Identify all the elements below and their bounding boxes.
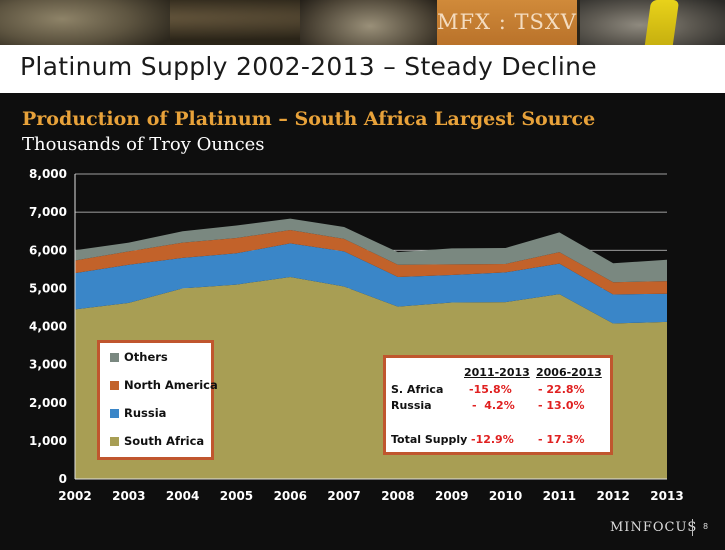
x-tick-label: 2007 — [327, 489, 360, 503]
x-tick-label: 2003 — [112, 489, 145, 503]
x-tick-label: 2004 — [166, 489, 199, 503]
column-header: 2006-2013 — [536, 366, 602, 379]
page-title: Platinum Supply 2002-2013 – Steady Decli… — [20, 52, 597, 81]
x-tick-label: 2006 — [274, 489, 307, 503]
ticker-badge: MFX : TSXV — [437, 0, 577, 45]
x-tick-label: 2009 — [435, 489, 468, 503]
x-tick-label: 2005 — [220, 489, 253, 503]
y-tick-label: 8,000 — [29, 167, 67, 181]
change-summary-table: 2011-2013 2006-2013 S. Africa -15.8% - 2… — [383, 355, 613, 455]
change-value: - 17.3% — [538, 433, 585, 446]
chart-legend: Others North America Russia South Africa — [97, 340, 218, 460]
y-tick-label: 5,000 — [29, 281, 67, 295]
y-tick-label: 1,000 — [29, 434, 67, 448]
footer-divider — [692, 519, 693, 536]
x-tick-label: 2011 — [543, 489, 576, 503]
legend-item-north-america: North America — [110, 378, 218, 392]
column-header: 2011-2013 — [464, 366, 530, 379]
x-tick-label: 2012 — [596, 489, 629, 503]
x-tick-label: 2008 — [381, 489, 414, 503]
y-tick-label: 7,000 — [29, 205, 67, 219]
x-tick-label: 2002 — [58, 489, 91, 503]
y-tick-label: 4,000 — [29, 320, 67, 334]
title-band — [0, 45, 725, 93]
x-tick-label: 2010 — [489, 489, 522, 503]
header-banner: MFX : TSXV — [0, 0, 725, 45]
change-value: -12.9% — [471, 433, 514, 446]
x-tick-label: 2013 — [650, 489, 683, 503]
change-value: - 13.0% — [538, 399, 585, 412]
change-value: -15.8% — [469, 383, 512, 396]
y-tick-label: 2,000 — [29, 396, 67, 410]
y-tick-label: 6,000 — [29, 243, 67, 257]
change-value: - 4.2% — [472, 399, 515, 412]
axes: 0 1,000 2,000 3,000 4,000 5,000 6,000 7,000 8,00… — [29, 167, 684, 503]
area-series-north-america — [75, 230, 667, 295]
page-number: 8 — [703, 522, 709, 531]
chart-title: Production of Platinum – South Africa La… — [22, 108, 596, 130]
banner-photo-rock — [0, 0, 170, 45]
change-value: - 22.8% — [538, 383, 585, 396]
row-label: S. Africa — [391, 383, 444, 396]
banner-photo-rock — [300, 0, 440, 45]
chart-subtitle: Thousands of Troy Ounces — [22, 134, 265, 155]
legend-swatch — [110, 409, 119, 418]
legend-item-south-africa: South Africa — [110, 434, 204, 448]
legend-swatch — [110, 353, 119, 362]
legend-swatch — [110, 437, 119, 446]
y-tick-label: 3,000 — [29, 358, 67, 372]
area-series-russia — [75, 243, 667, 324]
legend-swatch — [110, 381, 119, 390]
y-tick-label: 0 — [59, 472, 67, 486]
row-label: Russia — [391, 399, 432, 412]
brand-logo: MINFOCUS — [610, 520, 698, 535]
row-label: Total Supply — [391, 433, 468, 446]
legend-item-others: Others — [110, 350, 168, 364]
area-series-others — [75, 218, 667, 283]
legend-item-russia: Russia — [110, 406, 166, 420]
